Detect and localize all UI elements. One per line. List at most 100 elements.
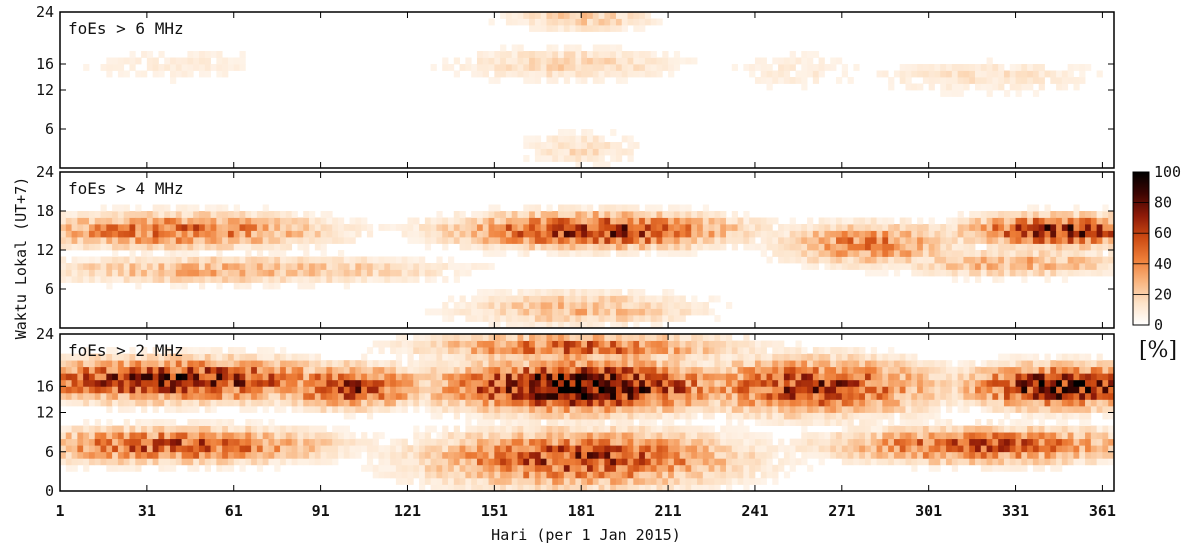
heatmap-cell <box>158 237 165 244</box>
heatmap-cell <box>610 445 617 453</box>
heatmap-cell <box>650 451 657 459</box>
heatmap-cell <box>610 353 617 361</box>
heatmap-cell <box>181 458 188 466</box>
heatmap-cell <box>644 224 652 231</box>
heatmap-cell <box>737 340 744 348</box>
heatmap-cell <box>673 302 681 309</box>
heatmap-cell <box>482 451 489 459</box>
heatmap-cell <box>448 315 455 322</box>
heatmap-cell <box>94 425 101 433</box>
heatmap-cell <box>476 366 484 374</box>
heatmap-cell <box>210 51 217 58</box>
heatmap-cell <box>129 386 136 394</box>
heatmap-cell <box>587 464 594 472</box>
heatmap-cell <box>778 70 785 78</box>
heatmap-cell <box>864 243 872 251</box>
heatmap-cell <box>558 412 565 420</box>
heatmap-cell <box>685 419 692 426</box>
heatmap-cell <box>731 392 738 400</box>
heatmap-cell <box>88 366 96 374</box>
heatmap-cell <box>644 373 652 381</box>
heatmap-cell <box>957 230 964 238</box>
heatmap-cell <box>332 451 339 459</box>
heatmap-cell <box>471 237 478 244</box>
heatmap-cell <box>401 438 408 446</box>
heatmap-cell <box>395 464 403 472</box>
heatmap-cell <box>581 471 588 479</box>
heatmap-cell <box>1044 276 1051 283</box>
heatmap-cell <box>494 340 501 348</box>
heatmap-cell <box>685 217 692 225</box>
heatmap-cell <box>83 458 90 466</box>
heatmap-cell <box>963 83 970 91</box>
heatmap-cell <box>702 224 710 231</box>
heatmap-cell <box>413 373 420 381</box>
heatmap-cell <box>598 438 605 446</box>
heatmap-cell <box>245 392 252 400</box>
heatmap-cell <box>1096 243 1103 251</box>
heatmap-cell <box>615 308 623 316</box>
heatmap-cell <box>210 256 217 264</box>
heatmap-cell <box>818 379 825 387</box>
heatmap-cell <box>818 451 825 459</box>
heatmap-cell <box>204 263 211 270</box>
heatmap-cell <box>708 451 715 459</box>
heatmap-cell <box>355 276 362 283</box>
heatmap-cell <box>117 399 125 407</box>
heatmap-cell <box>795 57 802 65</box>
heatmap-cell <box>476 217 484 225</box>
heatmap-cell <box>448 308 455 316</box>
heatmap-cell <box>511 477 518 485</box>
heatmap-cell <box>876 269 883 277</box>
heatmap-cell <box>523 204 530 212</box>
heatmap-cell <box>401 477 408 485</box>
heatmap-cell <box>783 392 791 400</box>
heatmap-cell <box>401 347 408 355</box>
heatmap-cell <box>158 464 165 472</box>
heatmap-cell <box>442 484 449 492</box>
heatmap-cell <box>326 438 333 446</box>
heatmap-cell <box>1050 269 1057 277</box>
heatmap-cell <box>841 224 848 231</box>
heatmap-cell <box>1061 237 1069 244</box>
heatmap-cell <box>656 451 663 459</box>
heatmap-cell <box>610 51 617 58</box>
heatmap-cell <box>442 425 449 433</box>
heatmap-cell <box>453 211 460 218</box>
heatmap-cell <box>216 347 223 355</box>
heatmap-cell <box>789 360 796 368</box>
heatmap-cell <box>401 458 408 466</box>
heatmap-cell <box>922 243 930 251</box>
heatmap-cell <box>60 269 67 277</box>
heatmap-cell <box>540 366 547 374</box>
heatmap-cell <box>766 445 773 453</box>
heatmap-cell <box>482 386 489 394</box>
heatmap-cell <box>135 392 142 400</box>
heatmap-cell <box>679 477 686 485</box>
heatmap-cell <box>702 340 710 348</box>
heatmap-cell <box>581 243 588 251</box>
heatmap-cell <box>558 432 565 440</box>
heatmap-cell <box>112 386 119 394</box>
heatmap-cell <box>517 224 524 231</box>
heatmap-cell <box>569 237 576 244</box>
heatmap-cell <box>181 204 188 212</box>
heatmap-cell <box>830 405 837 413</box>
heatmap-cell <box>673 432 681 440</box>
heatmap-cell <box>673 204 681 212</box>
heatmap-cell <box>772 77 779 84</box>
heatmap-cell <box>725 458 733 466</box>
heatmap-cell <box>714 386 721 394</box>
heatmap-cell <box>216 57 223 65</box>
heatmap-cell <box>627 237 634 244</box>
heatmap-cell <box>558 289 565 296</box>
heatmap-cell <box>882 256 889 264</box>
heatmap-cell <box>448 295 455 303</box>
heatmap-cell <box>569 204 576 212</box>
heatmap-cell <box>216 243 223 251</box>
heatmap-cell <box>685 477 692 485</box>
heatmap-cell <box>129 438 136 446</box>
heatmap-cell <box>268 224 275 231</box>
heatmap-cell <box>366 366 374 374</box>
heatmap-cell <box>419 484 426 492</box>
